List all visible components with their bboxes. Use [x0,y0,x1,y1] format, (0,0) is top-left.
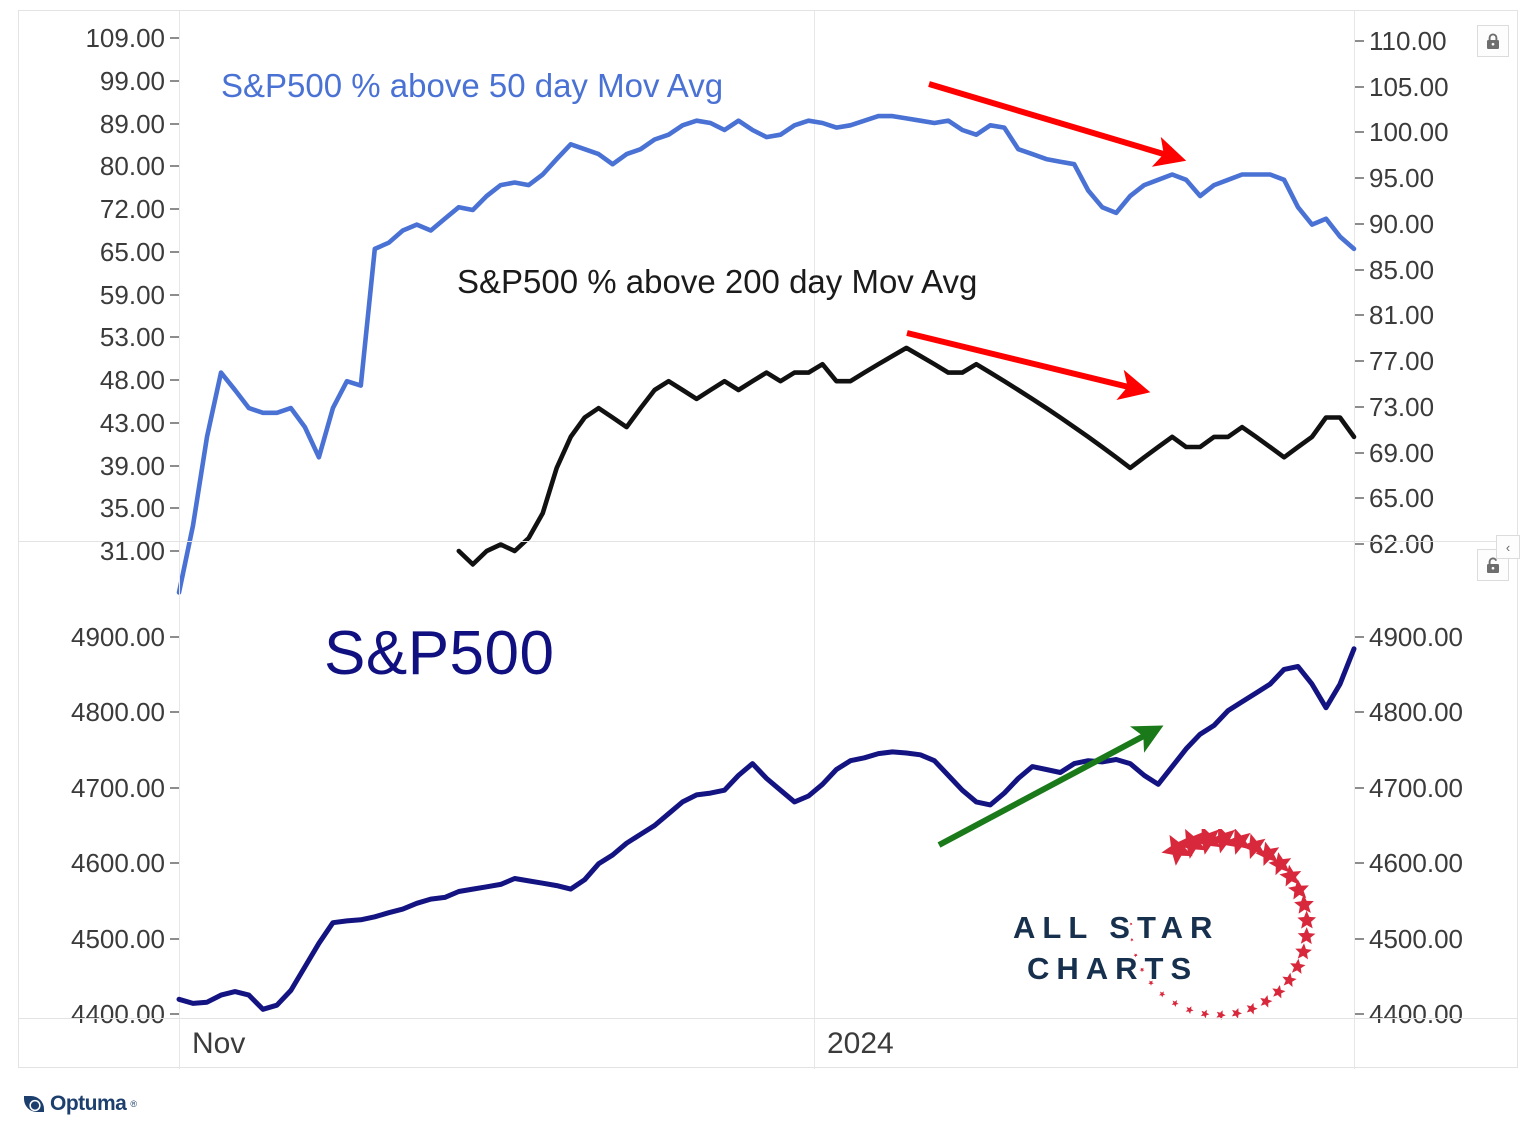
x-tick-nov: Nov [192,1027,245,1061]
watermark-star [1282,973,1296,987]
red-arrow-ma50 [929,84,1177,158]
chart-screenshot: 109.0099.0089.0080.0072.0065.0059.0053.0… [0,0,1536,1124]
watermark-star [1288,879,1309,900]
ma200-label: S&P500 % above 200 day Mov Avg [457,265,977,298]
watermark-line2: CHARTS [1013,948,1219,989]
watermark-star [1159,991,1165,997]
watermark-star [1294,894,1314,913]
red-arrow-ma200 [907,333,1141,390]
optuma-logo-icon [22,1092,46,1116]
x-axis-year-sep [814,1019,815,1069]
x-axis-left-sep [179,1019,180,1069]
price-panel[interactable]: 4900.004800.004700.004600.004500.004400.… [19,542,1517,1018]
optuma-trademark: ® [130,1099,137,1109]
watermark-star [1272,985,1285,998]
lock-icon [1485,33,1501,50]
x-axis[interactable]: Nov 2024 [19,1018,1517,1069]
all-star-charts-watermark: ALL STAR CHARTS [1007,829,1337,1029]
lock-icon-top[interactable] [1477,25,1509,57]
watermark-text: ALL STAR CHARTS [1013,907,1219,989]
ma50-label: S&P500 % above 50 day Mov Avg [221,69,723,102]
watermark-star [1295,943,1312,959]
green-arrow-uptrend [939,730,1155,845]
x-axis-right-sep [1354,1019,1355,1069]
watermark-star [1172,1000,1179,1007]
chart-canvas[interactable]: 109.0099.0089.0080.0072.0065.0059.0053.0… [18,10,1518,1068]
watermark-star [1186,1006,1194,1014]
optuma-wordmark: Optuma [50,1092,126,1116]
watermark-star [1298,927,1316,944]
x-tick-2024: 2024 [827,1027,894,1061]
watermark-star [1297,911,1316,929]
watermark-star [1232,1008,1242,1019]
optuma-branding: Optuma ® [22,1092,137,1116]
watermark-star [1260,995,1272,1007]
breadth-panel[interactable]: 109.0099.0089.0080.0072.0065.0059.0053.0… [19,11,1517,541]
watermark-star [1290,959,1305,974]
spx-title-label: S&P500 [324,623,555,685]
watermark-star [1247,1003,1258,1015]
watermark-line1: ALL STAR [1013,910,1219,945]
